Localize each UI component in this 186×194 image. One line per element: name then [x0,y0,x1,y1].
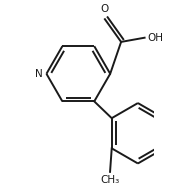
Text: O: O [100,4,108,14]
Text: CH₃: CH₃ [100,175,120,185]
Text: OH: OH [147,33,163,43]
Text: N: N [35,69,43,79]
